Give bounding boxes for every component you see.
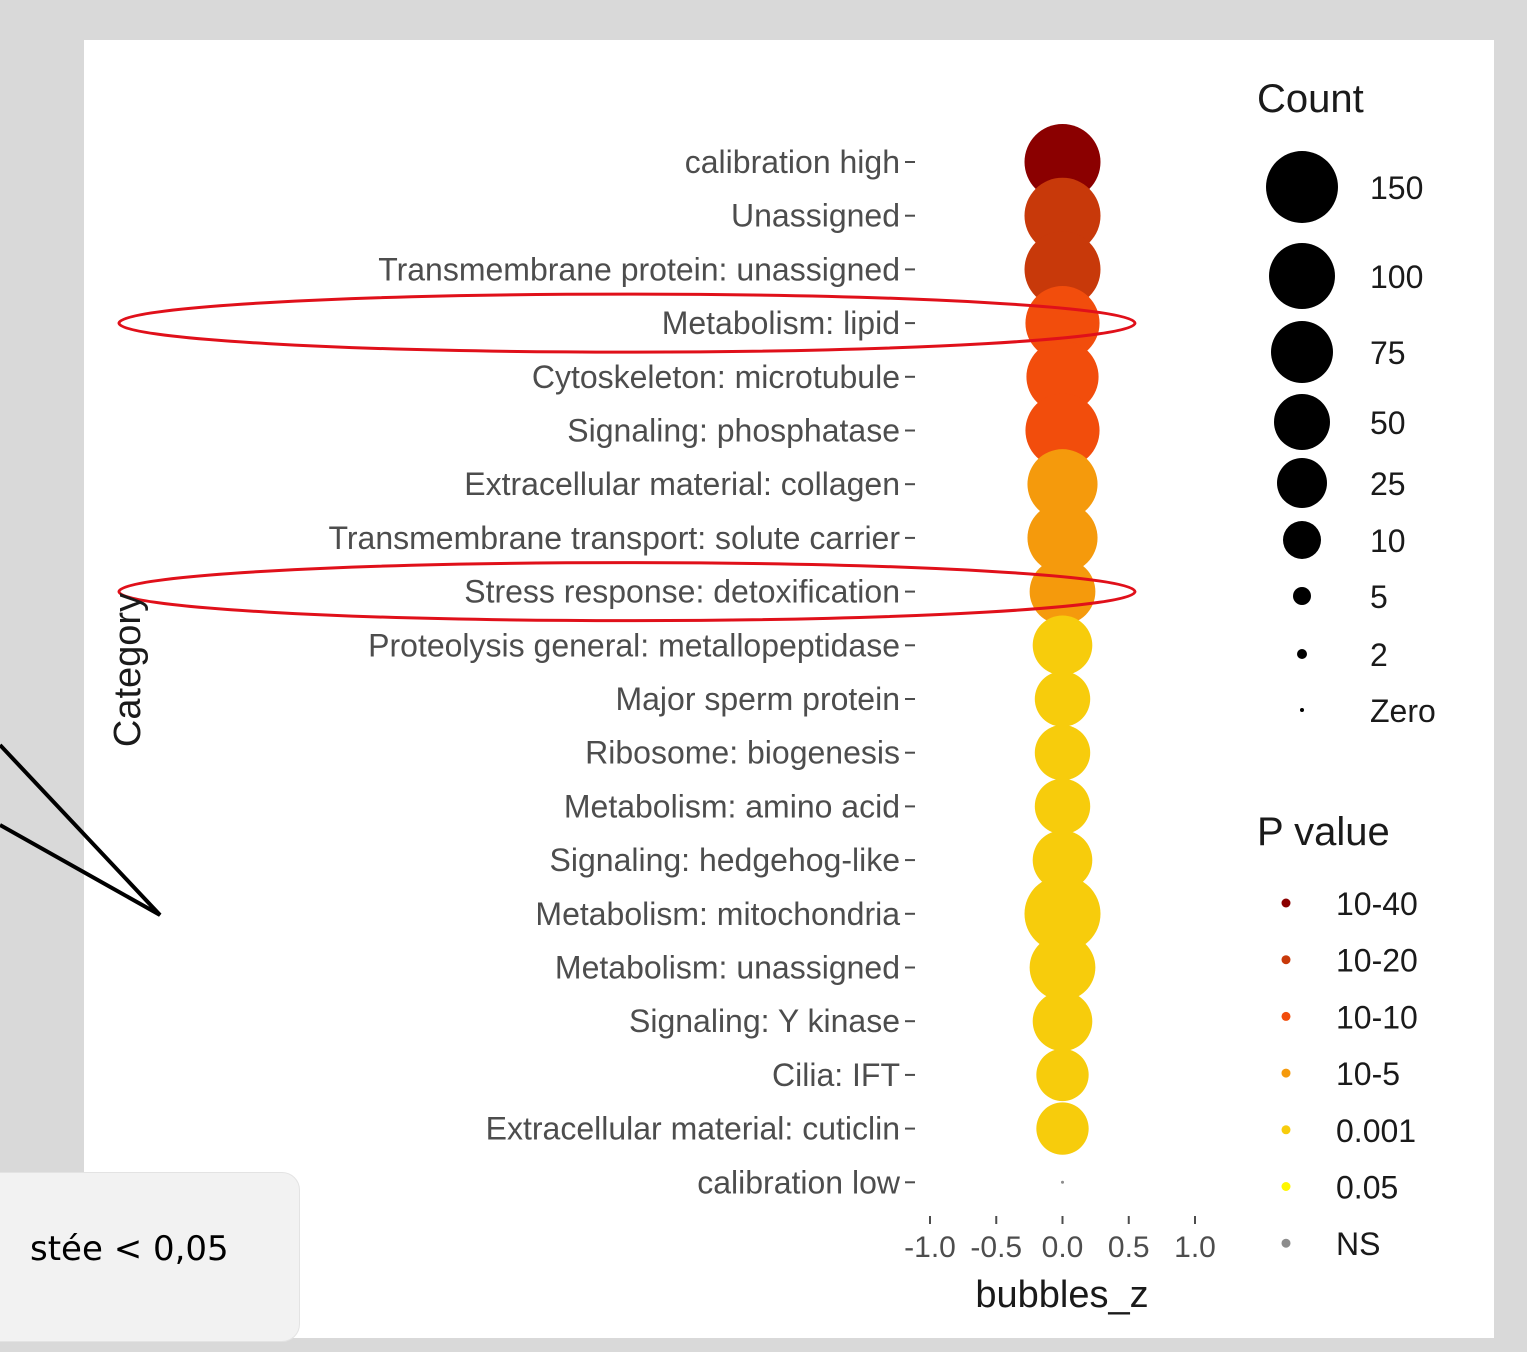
category-label-metabolism-unassigned: Metabolism: unassigned bbox=[555, 950, 900, 986]
highlight-ellipse-metabolism-lipid bbox=[117, 292, 1137, 354]
legend-p-key-ns bbox=[1281, 1238, 1291, 1248]
legend-count-key-10 bbox=[1283, 521, 1321, 559]
category-label-cytoskeleton-microtubule: Cytoskeleton: microtubule bbox=[532, 359, 900, 395]
category-label-signaling-hedgehog-like: Signaling: hedgehog-like bbox=[550, 842, 900, 878]
legend-count-label-2: 2 bbox=[1370, 637, 1388, 673]
category-label-transmembrane-transport-solute-carrier: Transmembrane transport: solute carrier bbox=[329, 520, 901, 556]
legend-count-key-5 bbox=[1293, 587, 1311, 605]
legend-count-key-150 bbox=[1266, 151, 1338, 223]
x-tick-label-0-5: 0.5 bbox=[1108, 1231, 1150, 1264]
legend-p-label-10-20: 10-20 bbox=[1336, 943, 1418, 979]
category-label-calibration-low: calibration low bbox=[697, 1164, 901, 1200]
legend-p-label-0-05: 0.05 bbox=[1336, 1170, 1398, 1206]
category-label-major-sperm-protein: Major sperm protein bbox=[615, 681, 900, 717]
legend-p-key-10-40 bbox=[1281, 898, 1291, 908]
legend-count-key-100 bbox=[1269, 243, 1335, 309]
legend-p-key-0-05 bbox=[1281, 1182, 1291, 1191]
category-label-ribosome-biogenesis: Ribosome: biogenesis bbox=[585, 735, 900, 771]
category-label-stress-response-detoxification: Stress response: detoxification bbox=[464, 574, 900, 610]
callout-box bbox=[0, 1172, 300, 1342]
legend-p-title: P value bbox=[1257, 810, 1390, 854]
highlight-ellipse-stress-response-detoxification bbox=[117, 561, 1137, 623]
legend-count-label-100: 100 bbox=[1370, 259, 1423, 295]
bubble-cilia-ift bbox=[1036, 1048, 1089, 1102]
bubble-extracellular-material-collagen bbox=[1027, 449, 1098, 520]
x-axis-label: bubbles_z bbox=[975, 1274, 1148, 1316]
legend-p-key-10-5 bbox=[1281, 1068, 1291, 1078]
legend-p-label-ns: NS bbox=[1336, 1226, 1380, 1262]
legend-p-key-0-001 bbox=[1281, 1125, 1291, 1135]
legend-count-label-25: 25 bbox=[1370, 466, 1406, 502]
legend-p-label-10-5: 10-5 bbox=[1336, 1056, 1400, 1092]
bubble-metabolism-lipid bbox=[1025, 286, 1100, 361]
legend-count-label-150: 150 bbox=[1370, 170, 1423, 206]
legend-count-key-zero bbox=[1300, 708, 1304, 712]
legend-p-key-10-10 bbox=[1281, 1011, 1291, 1021]
bubble-proteolysis-general-metallopeptidase bbox=[1032, 615, 1093, 676]
x-tick-label-1-0: 1.0 bbox=[1174, 1231, 1216, 1264]
category-label-cilia-ift: Cilia: IFT bbox=[772, 1057, 900, 1093]
bubble-calibration-high bbox=[1024, 124, 1101, 200]
bubble-metabolism-unassigned bbox=[1029, 934, 1096, 1001]
legend-count-key-75 bbox=[1271, 321, 1333, 383]
legend-count-label-zero: Zero bbox=[1370, 693, 1436, 729]
legend-p-label-10-40: 10-40 bbox=[1336, 886, 1418, 922]
x-tick-label-0-0: 0.0 bbox=[1042, 1231, 1084, 1264]
category-label-extracellular-material-cuticlin: Extracellular material: cuticlin bbox=[486, 1111, 900, 1147]
category-label-signaling-phosphatase: Signaling: phosphatase bbox=[567, 413, 900, 449]
category-label-metabolism-amino-acid: Metabolism: amino acid bbox=[564, 788, 900, 824]
bubble-extracellular-material-cuticlin bbox=[1036, 1102, 1089, 1155]
bubble-unassigned bbox=[1024, 177, 1101, 254]
legend-count-key-25 bbox=[1277, 458, 1327, 508]
legend-count-key-2 bbox=[1297, 649, 1307, 659]
legend-p-label-0-001: 0.001 bbox=[1336, 1113, 1416, 1149]
category-label-transmembrane-protein-unassigned: Transmembrane protein: unassigned bbox=[378, 251, 900, 287]
bubble-calibration-low bbox=[1061, 1180, 1064, 1184]
bubble-signaling-phosphatase bbox=[1025, 393, 1100, 468]
bubble-metabolism-amino-acid bbox=[1034, 778, 1091, 835]
x-tick-label-1-0: -1.0 bbox=[904, 1231, 956, 1264]
category-label-proteolysis-general-metallopeptidase: Proteolysis general: metallopeptidase bbox=[368, 627, 900, 663]
y-axis-label: Category bbox=[107, 593, 149, 747]
bubble-metabolism-mitochondria bbox=[1024, 875, 1101, 952]
legend-count-key-50 bbox=[1274, 394, 1330, 450]
category-label-unassigned: Unassigned bbox=[731, 198, 900, 234]
plot-panel bbox=[84, 40, 1494, 1338]
legend-p-label-10-10: 10-10 bbox=[1336, 999, 1418, 1035]
legend-count-title: Count bbox=[1257, 77, 1364, 121]
legend-count-label-50: 50 bbox=[1370, 405, 1406, 441]
category-label-metabolism-lipid: Metabolism: lipid bbox=[662, 305, 900, 341]
legend-count-label-75: 75 bbox=[1370, 335, 1406, 371]
legend-p-key-10-20 bbox=[1281, 955, 1291, 965]
category-label-metabolism-mitochondria: Metabolism: mitochondria bbox=[535, 896, 900, 932]
bubble-ribosome-biogenesis bbox=[1034, 724, 1091, 781]
bubble-cytoskeleton-microtubule bbox=[1026, 340, 1099, 413]
bubble-transmembrane-transport-solute-carrier bbox=[1027, 502, 1098, 573]
category-label-signaling-y-kinase: Signaling: Y kinase bbox=[629, 1003, 900, 1039]
callout-text: stée < 0,05 bbox=[30, 1229, 229, 1269]
bubble-major-sperm-protein bbox=[1034, 671, 1091, 727]
bubble-signaling-hedgehog-like bbox=[1032, 830, 1093, 890]
bubble-signaling-y-kinase bbox=[1032, 991, 1093, 1051]
category-label-extracellular-material-collagen: Extracellular material: collagen bbox=[464, 466, 900, 502]
x-tick-label-0-5: -0.5 bbox=[970, 1231, 1022, 1264]
callout-pointer bbox=[0, 743, 162, 917]
legend-count-label-10: 10 bbox=[1370, 523, 1406, 559]
category-label-calibration-high: calibration high bbox=[685, 144, 900, 180]
legend-count-label-5: 5 bbox=[1370, 579, 1388, 615]
bubble-stress-response-detoxification bbox=[1029, 558, 1096, 625]
bubble-transmembrane-protein-unassigned bbox=[1024, 231, 1101, 308]
